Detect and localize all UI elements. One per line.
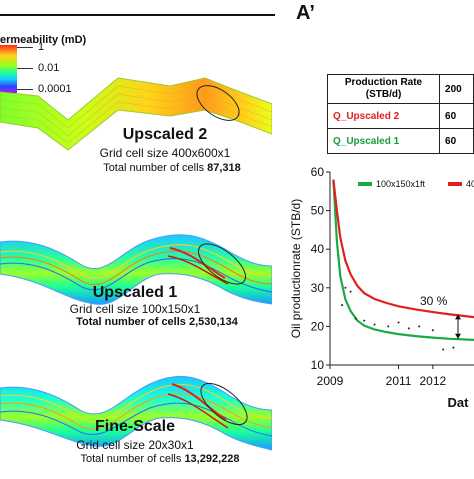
- y-tick-label: 10: [311, 358, 325, 372]
- scatter-point: [363, 319, 366, 322]
- y-tick-label: 30: [311, 281, 325, 295]
- scatter-point: [354, 317, 357, 320]
- table-row-value: 60: [439, 128, 474, 154]
- production-chart: 10 20 30 40 50 60 2009 2011 2012 Oil productionra…: [270, 160, 474, 474]
- scatter-point: [344, 286, 347, 289]
- scatter-point: [397, 321, 400, 324]
- table-row: Q_Upscaled 2 60: [326, 103, 474, 129]
- panel-total: Total number of cells 2,530,134: [52, 316, 262, 328]
- y-tick-label: 60: [311, 165, 325, 179]
- panel-title: Upscaled 1: [92, 284, 178, 301]
- panel-total: Total number of cells 13,292,228: [50, 453, 270, 465]
- x-tick-label: 2009: [317, 374, 344, 388]
- scatter-point: [431, 329, 434, 332]
- panel-subtitle: Grid cell size 100x150x1: [69, 302, 201, 316]
- colorbar-tick-label: 0.0001: [38, 83, 72, 95]
- scatter-point: [418, 325, 421, 328]
- panel-total: Total number of cells 87,318: [72, 162, 272, 174]
- panel-total-label: Total number of cells: [80, 453, 182, 465]
- scatter-point: [442, 348, 445, 351]
- x-tick-label: 2012: [420, 374, 447, 388]
- panel-total-value: 2,530,134: [188, 316, 238, 328]
- annotation-label: 30 %: [420, 294, 448, 308]
- production-rate-table: Production Rate (STB/d) 200 Q_Upscaled 2…: [326, 74, 474, 154]
- panel-subtitle: Grid cell size 20x30x1: [76, 438, 194, 452]
- legend-label: 400: [466, 179, 474, 189]
- y-axis-label: Oil productionrate (STB/d): [289, 199, 303, 338]
- production-chart-svg: 10 20 30 40 50 60 2009 2011 2012 Oil productionra…: [289, 165, 474, 410]
- scatter-point: [452, 346, 455, 349]
- series-line: [332, 179, 474, 319]
- model-section-upscaled-1: [0, 234, 272, 305]
- panel-total-value: 87,318: [207, 162, 241, 174]
- model-panel-upscaled-2: Upscaled 2 Grid cell size 400x600x1 Tota…: [0, 70, 272, 180]
- scatter-point: [349, 290, 352, 293]
- table-row-label: Q_Upscaled 2: [326, 103, 441, 129]
- table-header-row: Production Rate (STB/d) 200: [326, 74, 474, 104]
- table-row: Q_Upscaled 1 60: [326, 128, 474, 154]
- panel-total-label: Total number of cells: [76, 316, 186, 328]
- annotation-arrowhead: [455, 314, 461, 320]
- panel-title: Upscaled 2: [122, 126, 208, 143]
- model-panel-fine-scale: Fine-Scale Grid cell size 20x30x1 Total …: [0, 350, 272, 474]
- y-tick-label: 50: [311, 204, 325, 218]
- scatter-point: [407, 327, 410, 330]
- annotation-arrowhead: [455, 333, 461, 339]
- table-header-col2: 200: [439, 74, 474, 104]
- scatter-point: [341, 304, 343, 307]
- colorbar-tick-label: 0.01: [38, 62, 60, 74]
- panel-total-value: 13,292,228: [184, 453, 240, 465]
- colorbar-tickmark: [17, 47, 33, 48]
- model-section-fine-scale: [0, 375, 272, 451]
- panel-title: Fine-Scale: [94, 418, 176, 435]
- scatter-point: [387, 325, 390, 328]
- y-tick-label: 40: [311, 242, 325, 256]
- colorbar-tickmark: [17, 89, 33, 90]
- legend-label: 100x150x1ft: [376, 179, 426, 189]
- legend-title: ermeability (mD): [0, 34, 87, 46]
- model-section-upscaled-2: [0, 77, 272, 151]
- table-row-label: Q_Upscaled 1: [326, 128, 441, 154]
- permeability-colorbar: [0, 45, 17, 93]
- colorbar-tick-label: 1: [38, 41, 45, 53]
- series-line: [332, 179, 474, 341]
- panel-subtitle: Grid cell size 400x600x1: [99, 146, 231, 160]
- section-line: [0, 14, 275, 16]
- table-row-value: 60: [439, 103, 474, 129]
- table-header: Production Rate (STB/d): [326, 74, 441, 104]
- model-panel-upscaled-1: Upscaled 1 Grid cell size 100x150x1 Tota…: [0, 212, 272, 332]
- colorbar-tickmark: [17, 68, 33, 69]
- x-tick-label: 2011: [386, 374, 412, 388]
- y-tick-label: 20: [311, 319, 325, 333]
- x-axis-label: Dat: [448, 395, 470, 410]
- scatter-point: [373, 323, 376, 326]
- panel-total-label: Total number of cells: [103, 162, 205, 174]
- section-label: A’: [296, 2, 315, 24]
